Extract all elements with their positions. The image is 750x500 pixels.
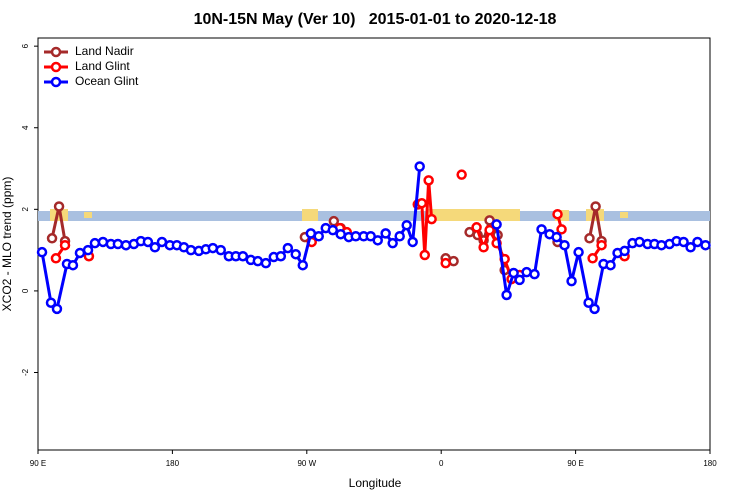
point xyxy=(215,244,227,256)
x-tick-label: 180 xyxy=(703,459,717,468)
point xyxy=(120,239,132,251)
point xyxy=(53,201,65,212)
point xyxy=(260,257,272,269)
point xyxy=(456,169,467,180)
point xyxy=(414,161,425,172)
legend-marker xyxy=(50,46,62,58)
point xyxy=(656,239,667,251)
point xyxy=(514,274,525,286)
point xyxy=(149,242,161,253)
y-tick-label: 0 xyxy=(21,288,30,293)
point xyxy=(59,239,71,251)
y-tick-label: 2 xyxy=(21,207,30,212)
point xyxy=(536,224,547,235)
point xyxy=(634,236,645,248)
x-tick-label: 90 E xyxy=(567,459,583,468)
legend-marker xyxy=(50,61,62,73)
legend-label: Land Glint xyxy=(75,59,130,73)
point xyxy=(587,253,598,264)
point xyxy=(82,244,94,256)
point xyxy=(380,228,391,239)
ocean-strip xyxy=(38,211,710,221)
point xyxy=(419,249,431,261)
point xyxy=(508,267,519,279)
point xyxy=(45,297,57,308)
point xyxy=(327,224,339,236)
point xyxy=(423,175,434,186)
legend-label: Land Nadir xyxy=(75,44,134,58)
point xyxy=(297,259,309,271)
point xyxy=(589,303,600,315)
land-strip xyxy=(84,212,92,218)
point xyxy=(50,253,62,264)
point xyxy=(559,239,570,251)
point xyxy=(313,230,324,242)
point xyxy=(700,239,711,251)
point xyxy=(46,233,58,244)
point xyxy=(552,208,563,220)
land-strip xyxy=(620,212,628,218)
point xyxy=(237,250,249,262)
point xyxy=(387,237,398,249)
point xyxy=(501,289,512,301)
land-strip xyxy=(50,209,68,221)
x-axis-label: Longitude xyxy=(349,476,402,490)
point xyxy=(573,246,584,258)
point xyxy=(401,219,412,231)
point xyxy=(440,257,451,269)
point xyxy=(685,242,696,253)
point xyxy=(394,230,405,242)
x-tick-label: 0 xyxy=(439,459,444,468)
point xyxy=(36,246,48,258)
point xyxy=(290,248,301,260)
land-strip xyxy=(428,209,520,221)
chart-title: 10N-15N May (Ver 10) 2015-01-01 to 2020-… xyxy=(194,11,557,28)
point xyxy=(605,259,616,271)
y-axis-label: XCO2 - MLO trend (ppm) xyxy=(0,177,14,312)
point xyxy=(529,268,540,280)
point xyxy=(282,242,294,254)
point xyxy=(678,236,689,248)
point xyxy=(407,236,418,248)
y-tick-label: -2 xyxy=(21,368,30,376)
point xyxy=(142,236,154,248)
point xyxy=(372,235,383,246)
point xyxy=(426,213,437,225)
point xyxy=(112,238,124,250)
land-strip xyxy=(302,209,318,221)
point xyxy=(471,222,482,233)
legend-label: Ocean Glint xyxy=(75,74,139,88)
point xyxy=(484,224,495,236)
point xyxy=(584,233,595,244)
point xyxy=(335,228,346,240)
point xyxy=(556,224,567,235)
y-tick-label: 6 xyxy=(21,43,30,48)
legend-marker xyxy=(50,76,62,88)
point xyxy=(51,303,63,315)
point xyxy=(275,250,287,262)
point xyxy=(566,275,577,287)
point xyxy=(252,255,264,267)
point xyxy=(491,219,502,230)
x-tick-label: 180 xyxy=(166,459,180,468)
point xyxy=(416,197,428,209)
point xyxy=(596,239,607,251)
point xyxy=(478,242,489,253)
point xyxy=(89,237,101,249)
point xyxy=(692,236,703,248)
point xyxy=(67,259,79,271)
point xyxy=(590,201,601,212)
point xyxy=(74,247,86,259)
x-tick-label: 90 W xyxy=(297,459,316,468)
point xyxy=(619,245,630,257)
x-tick-label: 90 E xyxy=(30,459,46,468)
point xyxy=(583,297,594,308)
point xyxy=(551,231,562,243)
y-tick-label: 4 xyxy=(21,125,30,130)
